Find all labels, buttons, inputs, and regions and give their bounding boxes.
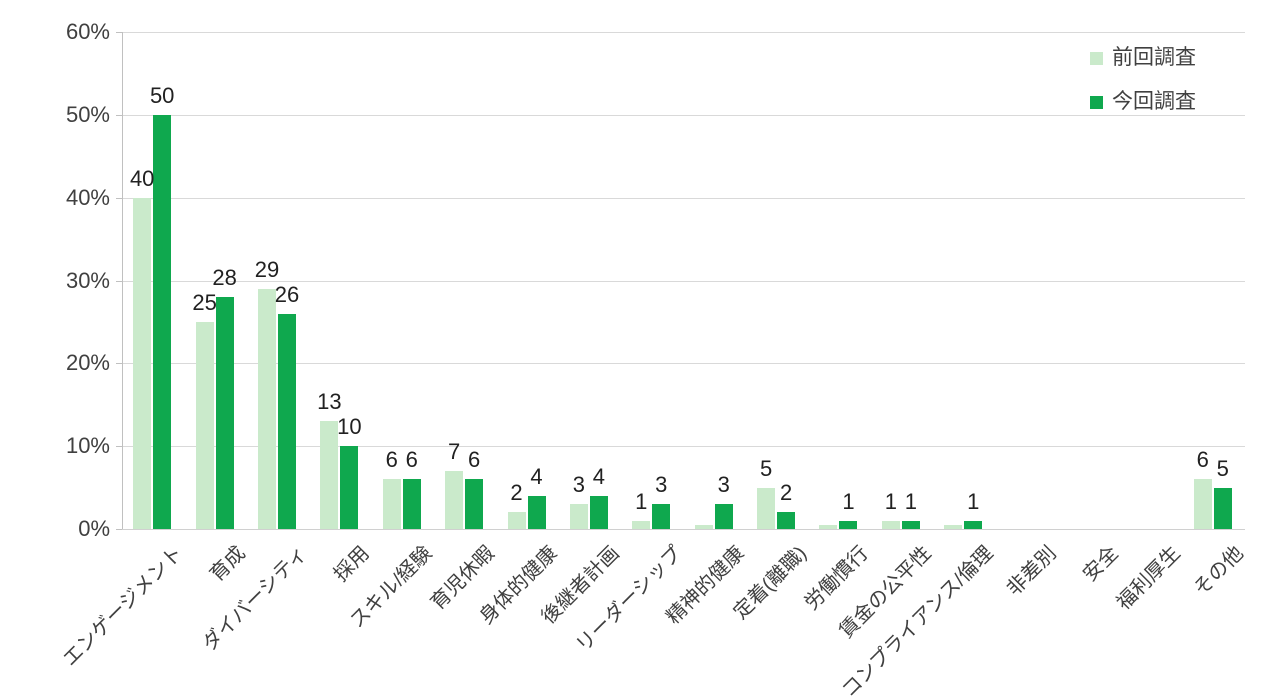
bar-previous-survey: [694, 524, 713, 529]
bar-current-survey: [465, 479, 484, 529]
y-axis-tick: [116, 197, 122, 199]
category-label: その他: [1189, 542, 1248, 601]
category-label: 安全: [1078, 542, 1123, 587]
y-axis-tick: [116, 363, 122, 365]
bar-previous-survey: [881, 520, 900, 529]
data-label: 1: [904, 488, 917, 514]
data-label: 5: [759, 455, 773, 481]
y-axis-tick: [116, 446, 122, 448]
data-label: 25: [192, 289, 217, 315]
gridline: [122, 363, 1245, 365]
y-axis-tick-label: 60%: [65, 19, 110, 44]
y-axis-line: [122, 32, 123, 529]
bar-current-survey: [714, 504, 733, 529]
y-axis-tick-label: 50%: [65, 101, 110, 127]
legend-swatch-previous-survey-icon: [1090, 51, 1103, 65]
bar-current-survey: [402, 479, 421, 529]
bar-previous-survey: [1193, 479, 1212, 529]
bar-current-survey: [340, 446, 359, 529]
legend-label-current-survey: 今回調査: [1112, 90, 1196, 113]
bar-previous-survey: [320, 421, 339, 529]
data-label: 2: [510, 480, 523, 506]
data-label: 4: [530, 463, 543, 489]
legend-item-current-survey: 今回調査: [1090, 90, 1196, 114]
bar-current-survey: [589, 495, 608, 529]
gridline: [122, 280, 1245, 282]
y-axis-tick-label: 20%: [65, 350, 110, 376]
data-label: 1: [635, 488, 648, 514]
y-axis-tick-label: 10%: [65, 433, 110, 459]
bar-current-survey: [901, 520, 920, 529]
bar-previous-survey: [757, 487, 776, 529]
bar-current-survey: [964, 520, 983, 529]
y-axis-tick-label: 40%: [65, 184, 110, 210]
bar-previous-survey: [819, 524, 838, 529]
y-axis-tick: [116, 114, 122, 116]
bar-current-survey: [527, 495, 546, 529]
data-label: 5: [1216, 455, 1229, 481]
legend-item-previous-survey: 前回調査: [1090, 46, 1196, 70]
bar-current-survey: [839, 520, 858, 529]
bar-current-survey: [1213, 487, 1232, 529]
data-label: 1: [967, 488, 980, 514]
gridline: [122, 114, 1245, 116]
y-axis-tick: [116, 529, 122, 530]
data-label: 6: [405, 447, 418, 473]
category-label: エンゲージメント: [58, 542, 188, 671]
data-label: 6: [1196, 447, 1209, 473]
data-label: 29: [254, 256, 280, 282]
bar-current-survey: [153, 114, 172, 529]
data-label: 1: [884, 488, 897, 514]
data-label: 7: [448, 439, 461, 465]
bar-previous-survey: [569, 504, 588, 529]
legend-swatch-current-survey-icon: [1090, 95, 1103, 109]
y-axis-tick-label: 0%: [78, 516, 110, 541]
data-label: 6: [468, 447, 481, 473]
chart-legend: 前回調査 今回調査: [1090, 46, 1196, 134]
data-label: 3: [655, 472, 668, 498]
category-label: 福利厚生: [1113, 542, 1186, 615]
bar-previous-survey: [445, 471, 464, 529]
data-label: 1: [842, 488, 855, 514]
gridline: [122, 197, 1245, 199]
data-label: 4: [592, 463, 606, 489]
x-axis-line: [122, 529, 1245, 530]
y-axis-tick: [116, 32, 122, 33]
bar-previous-survey: [257, 288, 276, 529]
category-label: 育成: [205, 542, 250, 587]
bar-previous-survey: [382, 479, 401, 529]
category-label: 採用: [330, 542, 375, 587]
bar-previous-survey: [632, 520, 651, 529]
bar-current-survey: [215, 297, 234, 529]
y-axis-tick: [116, 280, 122, 282]
y-axis-tick-label: 30%: [65, 267, 110, 293]
legend-label-previous-survey: 前回調査: [1112, 46, 1196, 69]
data-label: 3: [572, 472, 586, 498]
bar-current-survey: [652, 504, 671, 529]
data-label: 26: [274, 281, 300, 307]
gridline: [122, 446, 1245, 448]
bar-previous-survey: [133, 197, 152, 529]
data-label: 6: [385, 447, 398, 473]
gridline: [122, 32, 1245, 33]
bar-previous-survey: [507, 512, 526, 529]
data-label: 3: [717, 472, 730, 498]
data-label: 10: [337, 414, 362, 440]
data-label: 50: [149, 82, 175, 108]
data-label: 40: [129, 165, 155, 191]
bar-current-survey: [777, 512, 796, 529]
data-label: 13: [317, 389, 342, 415]
data-label: 28: [212, 265, 237, 291]
bar-previous-survey: [195, 321, 214, 529]
category-label: 非差別: [1002, 542, 1061, 601]
bar-previous-survey: [944, 524, 963, 529]
data-label: 2: [779, 480, 793, 506]
bar-current-survey: [277, 313, 296, 529]
